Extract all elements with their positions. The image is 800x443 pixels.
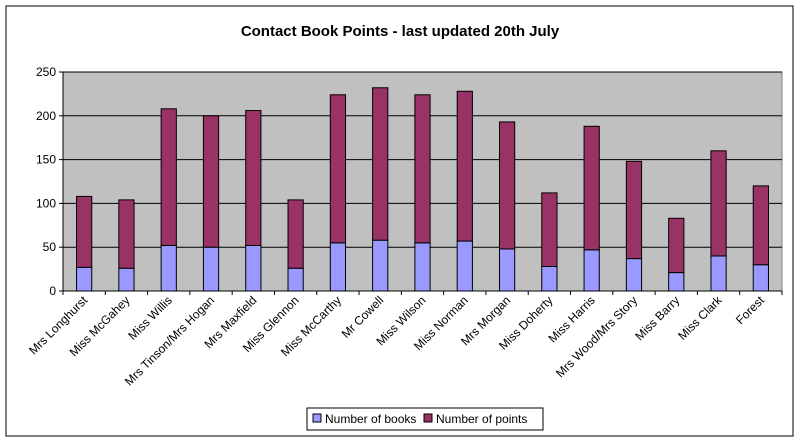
bar-segment-books xyxy=(414,242,431,292)
bar-segment-books xyxy=(160,244,177,292)
bar-segment-books xyxy=(710,255,727,292)
bar-segment-points xyxy=(583,125,600,251)
bar-segment-books xyxy=(287,267,304,292)
chart-title: Contact Book Points - last updated 20th … xyxy=(241,23,560,40)
y-tick-label: 250 xyxy=(36,65,56,79)
y-tick-label: 150 xyxy=(36,153,56,167)
bar-segment-points xyxy=(498,121,516,250)
y-tick-label: 100 xyxy=(36,196,56,210)
bar-segment-points xyxy=(541,192,558,267)
y-tick-label: 200 xyxy=(36,109,56,123)
bar-segment-books xyxy=(118,267,135,292)
bar-segment-books xyxy=(625,258,643,292)
bar-segment-points xyxy=(202,115,220,248)
bar-segment-points xyxy=(710,150,727,257)
bar-segment-points xyxy=(118,199,135,269)
y-tick-label: 50 xyxy=(43,240,57,254)
bar-segment-points xyxy=(372,87,389,241)
bar-segment-books xyxy=(329,242,347,292)
bar-segment-books xyxy=(245,244,262,292)
bar-segment-points xyxy=(245,110,262,246)
bar-segment-books xyxy=(202,246,220,292)
bar-segment-points xyxy=(456,90,473,242)
bar-segment-books xyxy=(76,266,93,292)
bar-segment-points xyxy=(160,108,177,246)
legend-swatch-points xyxy=(423,413,433,423)
bar-segment-books xyxy=(583,249,600,292)
bar-segment-points xyxy=(668,217,685,274)
bar-segment-books xyxy=(541,265,558,292)
bar-segment-points xyxy=(414,94,431,244)
bar-segment-books xyxy=(668,272,685,292)
bar-segment-points xyxy=(329,94,347,244)
legend-label-points: Number of points xyxy=(436,412,527,426)
legend-swatch-books xyxy=(312,413,322,423)
bar-segment-books xyxy=(456,240,473,292)
bar-segment-points xyxy=(287,199,304,269)
bar-segment-books xyxy=(372,239,389,292)
bar-segment-books xyxy=(752,264,769,292)
bar-segment-points xyxy=(76,195,93,268)
bar-segment-books xyxy=(498,248,516,292)
bar-segment-points xyxy=(625,160,643,260)
bar-segment-points xyxy=(752,185,769,266)
y-tick-label: 0 xyxy=(49,284,56,298)
legend-label-books: Number of books xyxy=(325,412,416,426)
